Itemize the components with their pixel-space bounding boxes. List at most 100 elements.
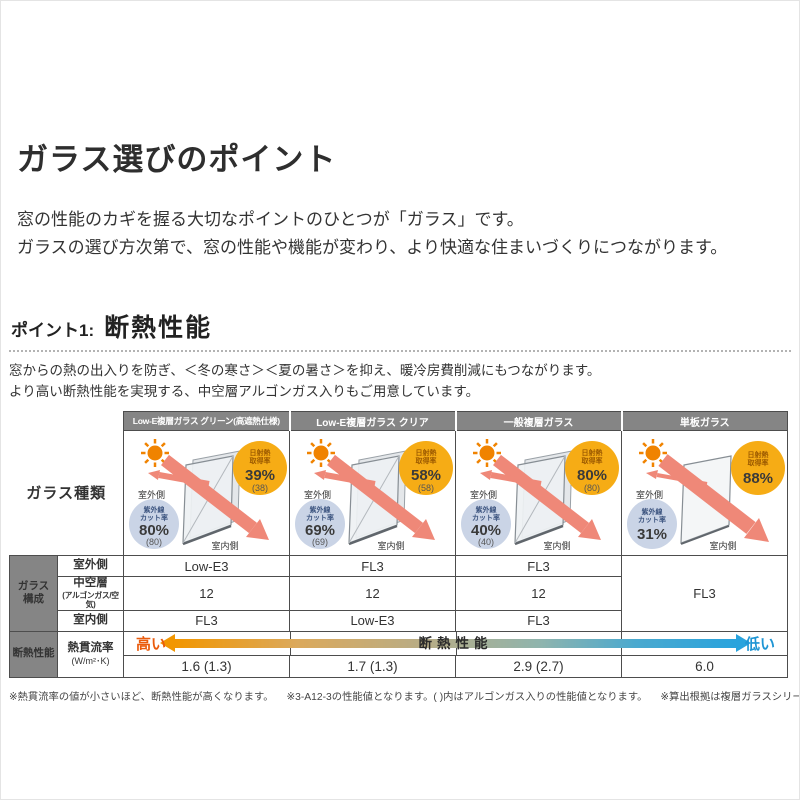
svg-text:取得率: 取得率 [581, 456, 602, 465]
glass-diagram: 室外側 室内側 日射熱 取得率 88% 紫外線 カット率 31% [626, 439, 785, 551]
indoor-value-col3: FL3 [455, 609, 622, 632]
solar-gain-badge: 日射熱 取得率 58% (58) [398, 441, 453, 496]
svg-text:(38): (38) [251, 483, 267, 493]
indoor-side-label: 室内側 [543, 540, 570, 551]
outdoor-value-col2: FL3 [289, 555, 456, 578]
point-heading: ポイント1: 断熱性能 [9, 308, 791, 353]
header-spacer [9, 411, 124, 431]
reflected-heat-arrow [147, 470, 210, 488]
uv-cut-badge: 紫外線 カット率 80% (80) [128, 499, 179, 550]
uv-cut-badge: 紫外線 カット率 31% [626, 499, 677, 550]
transmitted-heat-arrow [326, 454, 435, 541]
footnotes: ※熱貫流率の値が小さいほど、断熱性能が高くなります。 ※3-A12-3の性能値とな… [9, 688, 799, 703]
svg-text:58%: 58% [410, 467, 440, 484]
row-label-indoor-side: 室内側 [57, 609, 124, 632]
low-label: 低い [744, 635, 775, 653]
column-header-general-pair: 一般複層ガラス [454, 411, 622, 432]
solar-gain-badge: 日射熱 取得率 80% (80) [564, 441, 619, 496]
intro-text: 窓の性能のカギを握る大切なポイントのひとつが「ガラス」です。 ガラスの選び方次第… [17, 206, 783, 262]
column-header-lowe-green: Low-E複層ガラス グリーン(高遮熱仕様) [123, 411, 290, 432]
svg-text:40%: 40% [470, 522, 500, 539]
pane-value-col4: FL3 [621, 555, 788, 632]
solar-gain-badge: 日射熱 取得率 39% (38) [232, 441, 287, 496]
svg-text:80%: 80% [576, 467, 606, 484]
svg-text:カット率: カット率 [306, 513, 334, 522]
u-value-col1: 1.6 (1.3) [123, 654, 290, 678]
u-value-col3: 2.9 (2.7) [455, 654, 622, 678]
svg-text:(80): (80) [583, 483, 599, 493]
transmitted-heat-arrow [657, 454, 769, 543]
diagram-cell-general-pair: 室外側 室内側 日射熱 取得率 80% (80) 紫外線 カット率 40% [455, 430, 622, 557]
row-label-air-layer: 中空層 (アルゴンガス/空気) [57, 576, 124, 611]
svg-text:日射熱: 日射熱 [415, 448, 436, 457]
u-value-col4: 6.0 [621, 654, 788, 678]
footnote-3: ※算出根拠は複層ガラスシリーズカタログを参照してください。 [660, 691, 800, 703]
point-description: 窓からの熱の出入りを防ぎ、＜冬の寒さ＞＜夏の暑さ＞を抑え、暖冷房費削減にもつなが… [9, 361, 783, 403]
svg-text:39%: 39% [244, 467, 274, 484]
svg-text:カット率: カット率 [638, 515, 666, 524]
intro-line-2: ガラスの選び方次第で、窓の性能や機能が変わり、より快適な住まいづくりにつながりま… [17, 238, 728, 258]
svg-text:取得率: 取得率 [747, 458, 768, 467]
sun-icon [140, 439, 169, 468]
arrowhead-left-icon [160, 633, 176, 652]
svg-text:日射熱: 日射熱 [249, 448, 270, 457]
outdoor-side-label: 室外側 [469, 489, 496, 500]
sun-icon [306, 439, 335, 468]
row-label-outdoor-side: 室外側 [57, 555, 124, 578]
svg-text:(58): (58) [417, 483, 433, 493]
svg-text:カット率: カット率 [140, 513, 168, 522]
outdoor-value-col1: Low-E3 [123, 555, 290, 578]
reflected-heat-arrow [313, 470, 376, 488]
glass-comparison-table: Low-E複層ガラス グリーン(高遮熱仕様) Low-E複層ガラス クリア 一般… [9, 411, 788, 678]
point-title: 断熱性能 [104, 314, 213, 343]
gradient-bar [160, 633, 751, 652]
sun-icon [472, 439, 501, 468]
column-header-lowe-clear: Low-E複層ガラス クリア [288, 411, 456, 432]
sun-icon [638, 439, 667, 468]
svg-text:紫外線: 紫外線 [641, 507, 662, 516]
svg-text:(69): (69) [311, 537, 327, 547]
outdoor-side-label: 室外側 [137, 489, 164, 500]
uv-cut-badge: 紫外線 カット率 69% (69) [294, 499, 345, 550]
intro-line-1: 窓の性能のカギを握る大切なポイントのひとつが「ガラス」です。 [17, 210, 524, 230]
transmitted-heat-arrow [492, 454, 601, 541]
point-desc-line-2: より高い断熱性能を実現する、中空層アルゴンガス入りもご用意しています。 [9, 384, 480, 400]
row-group-glass-composition: ガラス 構成 [9, 555, 58, 632]
reflected-heat-arrow [479, 470, 542, 488]
column-header-single: 単板ガラス [620, 411, 788, 432]
diagram-cell-lowe-clear: 室外側 室内側 日射熱 取得率 58% (58) 紫外線 カット率 69% [289, 430, 456, 557]
svg-text:紫外線: 紫外線 [309, 505, 330, 514]
indoor-side-label: 室内側 [709, 540, 736, 551]
air-value-col1: 12 [123, 576, 290, 611]
uv-cut-badge: 紫外線 カット率 40% (40) [460, 499, 511, 550]
footnote-2: ※3-A12-3の性能値となります。( )内はアルゴンガス入りの性能値となります… [286, 691, 648, 703]
svg-text:31%: 31% [636, 526, 666, 543]
u-value-col2: 1.7 (1.3) [289, 654, 456, 678]
gradient-arrow-inner: 高い 低い [124, 632, 787, 655]
air-value-col2: 12 [289, 576, 456, 611]
indoor-side-label: 室内側 [377, 540, 404, 551]
svg-text:80%: 80% [138, 522, 168, 539]
glass-diagram: 室外側 室内側 日射熱 取得率 80% (80) 紫外線 カット率 40% [460, 439, 619, 551]
svg-text:紫外線: 紫外線 [475, 505, 496, 514]
row-label-glass-type: ガラス種類 [9, 430, 124, 556]
footnote-1: ※熱貫流率の値が小さいほど、断熱性能が高くなります。 [9, 691, 274, 703]
svg-text:69%: 69% [304, 522, 334, 539]
svg-text:紫外線: 紫外線 [143, 505, 164, 514]
high-label: 高い [136, 635, 167, 653]
outdoor-side-label: 室外側 [635, 489, 662, 500]
row-group-insulation: 断熱性能 [9, 630, 58, 678]
glass-diagram: 室外側 室内側 日射熱 取得率 39% (38) 紫外線 カット率 80% [128, 439, 287, 551]
row-label-u-factor: 熱貫流率 (W/m²･K) [57, 630, 124, 678]
indoor-value-col1: FL3 [123, 609, 290, 632]
reflected-heat-arrow [645, 470, 707, 487]
diagram-cell-single: 室外側 室内側 日射熱 取得率 88% 紫外線 カット率 31% [621, 430, 788, 557]
svg-text:(40): (40) [477, 537, 493, 547]
diagram-cell-lowe-green: 室外側 室内側 日射熱 取得率 39% (38) 紫外線 カット率 80% [123, 430, 290, 557]
svg-text:カット率: カット率 [472, 513, 500, 522]
svg-text:88%: 88% [742, 470, 772, 487]
arrowhead-right-icon [735, 633, 751, 652]
solar-gain-badge: 日射熱 取得率 88% [730, 441, 785, 496]
svg-text:日射熱: 日射熱 [581, 448, 602, 457]
